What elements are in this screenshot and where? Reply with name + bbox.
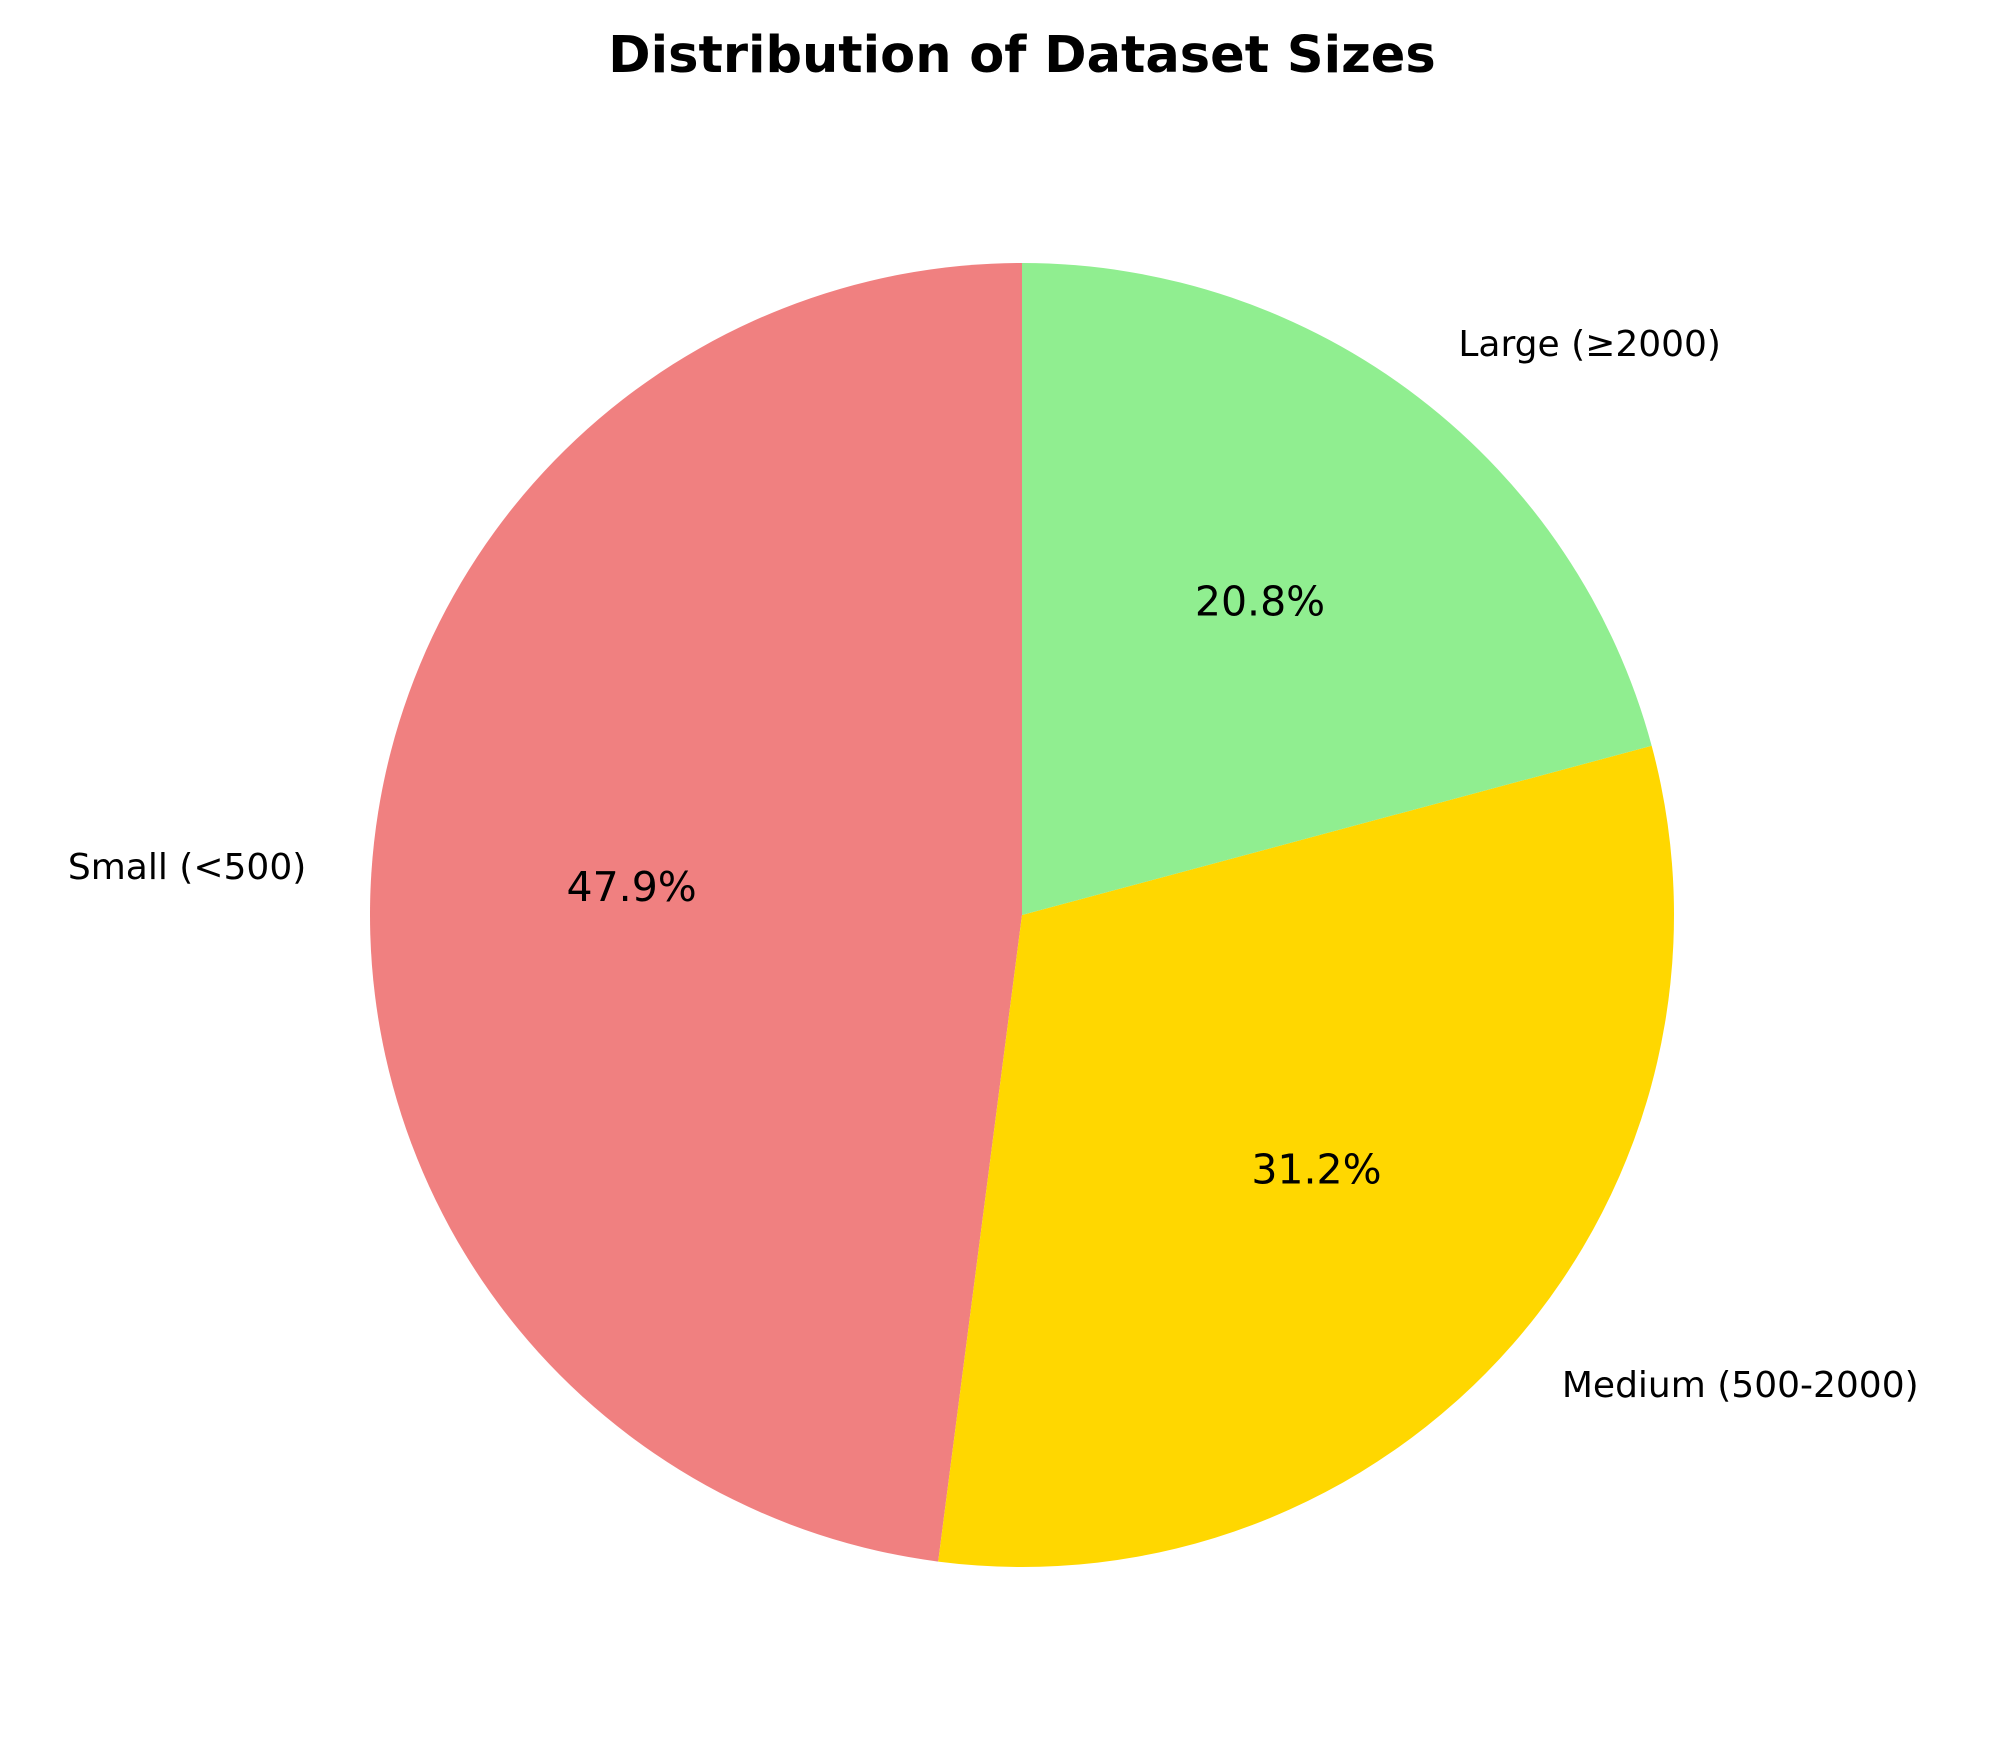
pie-slice-2	[938, 745, 1674, 1567]
pie-slices	[370, 263, 1674, 1567]
slice-label-1: Small (<500)	[68, 847, 306, 888]
slice-percent-label-2: 31.2%	[1251, 1146, 1381, 1194]
pie-slice-3	[1022, 263, 1652, 915]
slice-label-3: Large (≥2000)	[1458, 324, 1721, 365]
chart-title: Distribution of Dataset Sizes	[608, 26, 1435, 85]
pie-slice-1	[370, 263, 1023, 1562]
slice-label-2: Medium (500-2000)	[1562, 1365, 1919, 1406]
slice-percent-label-1: 47.9%	[566, 863, 696, 911]
pie-labels: Small (<500) 47.9% Medium (500-2000) 31.2% L…	[68, 324, 1919, 1406]
slice-percent-label-3: 20.8%	[1195, 578, 1325, 626]
